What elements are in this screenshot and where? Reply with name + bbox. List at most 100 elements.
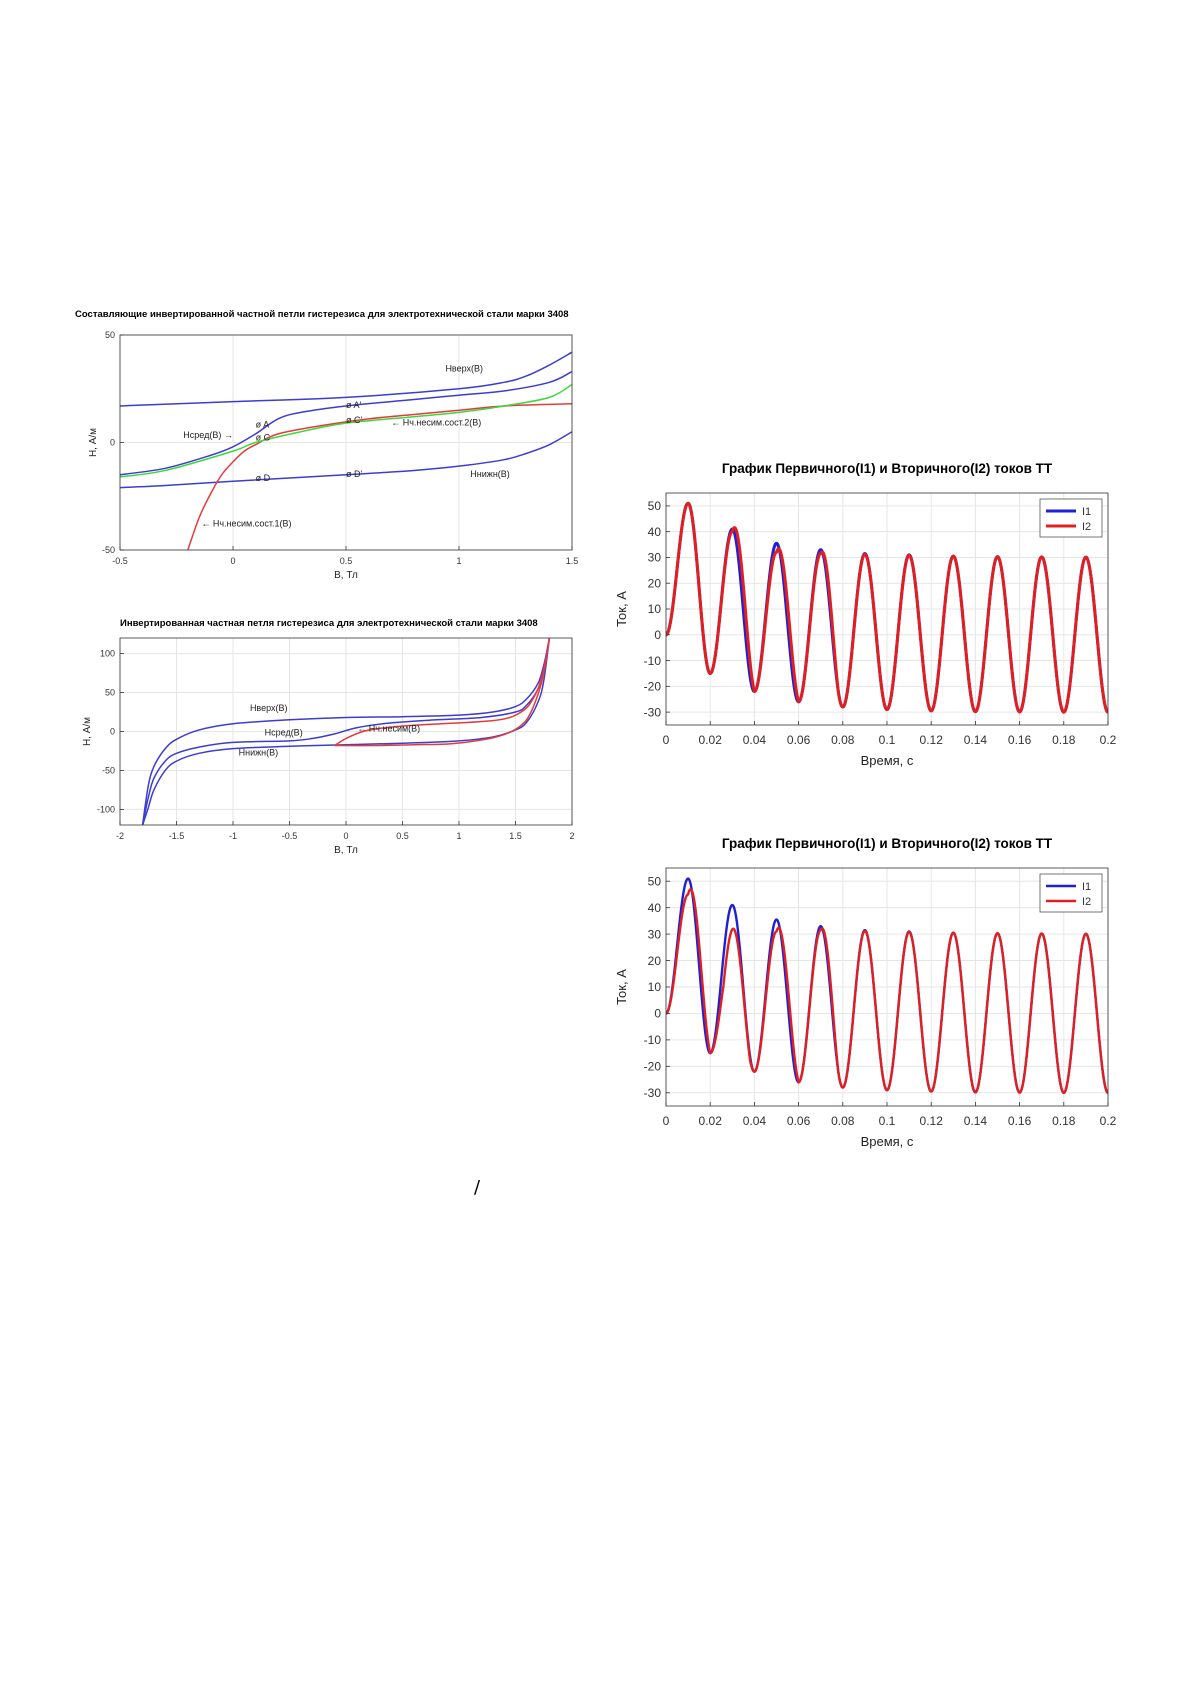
annotation-label: ø A — [256, 419, 270, 429]
x-tick-label: 1.5 — [566, 556, 579, 566]
y-tick-label: 0 — [654, 628, 661, 642]
series-line — [666, 501, 1108, 714]
x-tick-label: 0.5 — [396, 831, 409, 841]
y-tick-label: -30 — [644, 705, 662, 719]
x-tick-label: -2 — [116, 831, 124, 841]
annotation-label: Hверх(B) — [250, 703, 288, 713]
x-tick-label: 0.2 — [1100, 1114, 1117, 1128]
y-tick-label: 50 — [648, 874, 662, 888]
annotation-label: ← Hч.несим.сост.1(B) — [201, 518, 291, 528]
y-axis-label: Ток, А — [614, 969, 629, 1005]
series-group — [120, 351, 572, 550]
x-tick-label: 0.12 — [920, 733, 944, 747]
x-tick-label: 0 — [230, 556, 235, 566]
y-tick-label: 50 — [105, 688, 115, 698]
y-tick-label: 20 — [648, 576, 662, 590]
x-tick-label: -0.5 — [282, 831, 298, 841]
y-tick-label: 50 — [105, 330, 115, 340]
series-line — [141, 638, 551, 825]
y-tick-label: 50 — [648, 499, 662, 513]
y-tick-label: 40 — [648, 525, 662, 539]
annotation-label: Hнижн(B) — [470, 469, 510, 479]
y-tick-label: 10 — [648, 980, 662, 994]
x-tick-label: 0.06 — [787, 733, 811, 747]
y-tick-label: 0 — [110, 727, 115, 737]
series-line — [334, 638, 551, 747]
series-group — [141, 638, 551, 825]
chart-title: Инвертированная частная петля гистерезис… — [120, 618, 538, 629]
legend-box — [1039, 873, 1103, 913]
x-tick-label: 0.16 — [1008, 733, 1032, 747]
x-tick-label: 0.14 — [964, 733, 988, 747]
x-tick-label: 0 — [663, 733, 670, 747]
legend-label: I1 — [1082, 506, 1091, 518]
x-tick-label: 0.06 — [787, 1114, 811, 1128]
ct-currents-chart-bottom: 0 0.02 0.04 0.06 0.08 0.1 0.12 0.14 0.16 0.18 0.2 -… — [614, 836, 1117, 1149]
x-tick-label: 1 — [456, 831, 461, 841]
x-tick-label: 1.5 — [509, 831, 522, 841]
y-tick-label: 20 — [648, 954, 662, 968]
x-tick-label: -1 — [229, 831, 237, 841]
stray-slash-mark: / — [474, 1177, 481, 1198]
series-group — [666, 501, 1108, 714]
x-axis-label: Время, с — [861, 1134, 914, 1149]
annotation-label: ø D' — [346, 469, 362, 479]
y-axis-label: H, А/м — [82, 717, 93, 746]
y-tick-label: 0 — [654, 1007, 661, 1021]
legend-label: I1 — [1082, 881, 1091, 893]
inverted-partial-loop-chart: -2 -1.5 -1 -0.5 0 0.5 1 1.5 2 -100 -50 0 50 100 B, Тл H… — [82, 618, 575, 856]
hysteresis-components-chart: -0.5 0 0.5 1 1.5 -50 0 50 B, Тл H, А/м Составляющи… — [75, 309, 579, 581]
y-tick-label: -50 — [102, 545, 115, 555]
x-tick-label: -1.5 — [169, 831, 185, 841]
x-tick-label: 0.18 — [1052, 733, 1076, 747]
x-tick-label: 0.2 — [1100, 733, 1117, 747]
x-tick-label: 0.04 — [743, 1114, 767, 1128]
legend-label: I2 — [1082, 896, 1091, 908]
ct-currents-chart-top: 0 0.02 0.04 0.06 0.08 0.1 0.12 0.14 0.16 0.18 0.2 -… — [614, 461, 1117, 768]
annotation-label: ø A' — [346, 400, 362, 410]
annotation-label: ø C' — [346, 415, 362, 425]
series-line — [141, 638, 551, 825]
x-axis-label: B, Тл — [334, 845, 358, 856]
series-line — [120, 370, 572, 476]
x-tick-label: 2 — [569, 831, 574, 841]
x-tick-label: 1 — [456, 556, 461, 566]
x-tick-label: 0.08 — [831, 1114, 855, 1128]
annotation-label: Hсред(B) — [265, 727, 303, 737]
series-line — [187, 403, 572, 550]
series-line — [120, 383, 572, 478]
x-tick-label: -0.5 — [112, 556, 128, 566]
y-tick-label: 40 — [648, 901, 662, 915]
series-line — [334, 638, 551, 747]
y-tick-label: -100 — [97, 805, 115, 815]
annotation-label: ø D — [256, 473, 271, 483]
x-tick-label: 0.02 — [699, 1114, 723, 1128]
series-line — [666, 888, 1108, 1094]
annotation-label: Hсред(B) — [183, 430, 221, 440]
x-tick-label: 0.14 — [964, 1114, 988, 1128]
annotation-label: Hверх(B) — [445, 364, 483, 374]
y-tick-label: -20 — [644, 1060, 662, 1074]
annotation-label: ø C — [256, 432, 271, 442]
legend-box — [1039, 498, 1103, 538]
chart-title: Составляющие инвертированной частной пет… — [75, 309, 569, 320]
y-tick-label: -20 — [644, 680, 662, 694]
annotation-label: ← Hч.несим.сост.2(B) — [391, 417, 481, 427]
y-tick-label: 0 — [110, 438, 115, 448]
y-tick-label: -10 — [644, 654, 662, 668]
y-tick-label: -50 — [102, 766, 115, 776]
annotation-label: ← Hч.несим(B) — [357, 724, 420, 734]
x-tick-label: 0.1 — [879, 733, 896, 747]
x-axis-label: Время, с — [861, 753, 914, 768]
series-line — [120, 431, 572, 489]
y-tick-label: -10 — [644, 1033, 662, 1047]
chart-title: График Первичного(I1) и Вторичного(I2) т… — [722, 836, 1053, 851]
x-tick-label: 0.5 — [340, 556, 353, 566]
y-tick-label: 30 — [648, 551, 662, 565]
y-tick-label: -30 — [644, 1086, 662, 1100]
y-tick-label: 100 — [100, 649, 115, 659]
x-tick-label: 0.02 — [699, 733, 723, 747]
series-line — [120, 351, 572, 407]
y-tick-label: 30 — [648, 927, 662, 941]
x-tick-label: 0.08 — [831, 733, 855, 747]
